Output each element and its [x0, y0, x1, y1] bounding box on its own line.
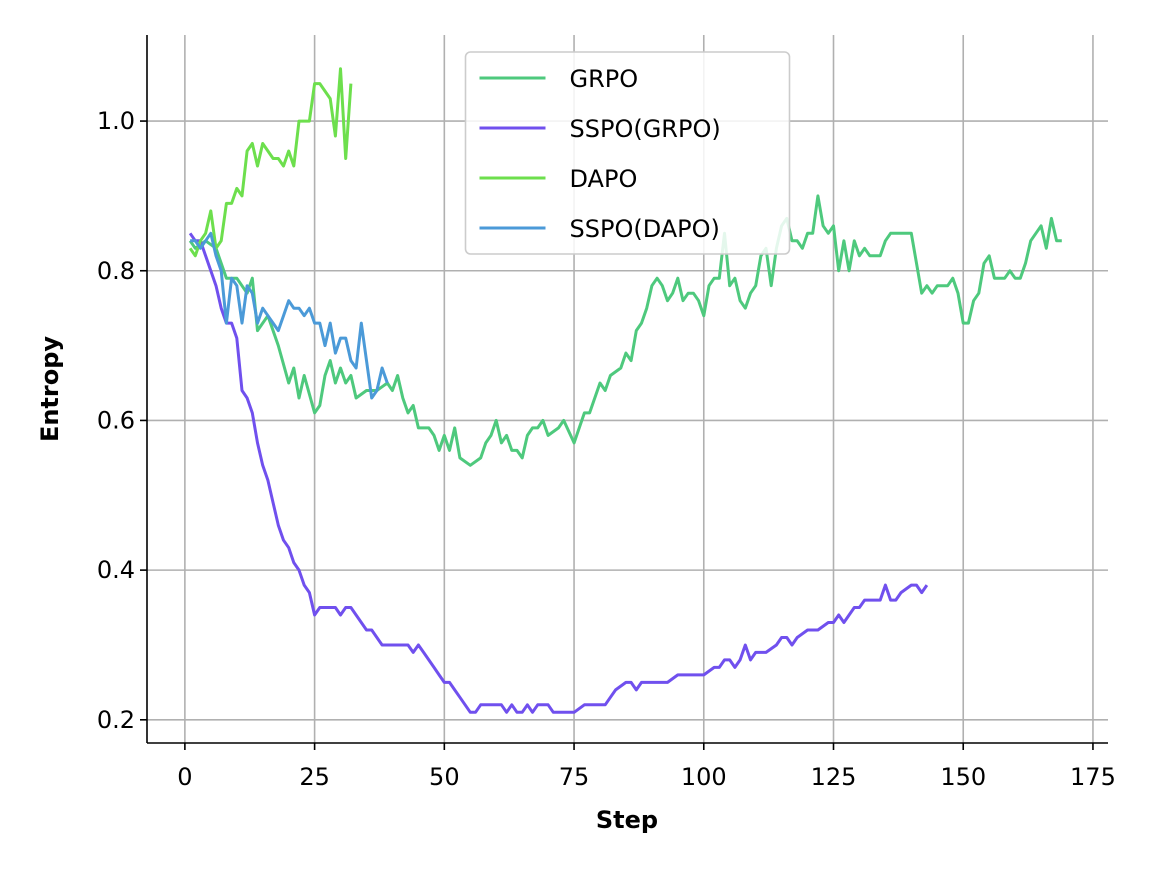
- legend-label: GRPO: [570, 65, 639, 93]
- data-line: [188, 232, 929, 714]
- x-tick-label: 100: [681, 763, 727, 791]
- legend-label: SSPO(DAPO): [570, 215, 720, 243]
- y-tick-label: 0.4: [97, 556, 135, 584]
- y-tick-label: 0.2: [97, 706, 135, 734]
- x-tick-label: 0: [177, 763, 192, 791]
- x-tick-label: 25: [299, 763, 330, 791]
- y-tick-label: 0.6: [97, 406, 135, 434]
- data-line: [188, 67, 353, 258]
- data-line: [188, 194, 1062, 467]
- x-axis-label: Step: [596, 806, 658, 834]
- x-tick-label: 175: [1070, 763, 1116, 791]
- data-line: [190, 231, 389, 400]
- x-tick-label: 75: [559, 763, 590, 791]
- x-tick-label: 50: [429, 763, 460, 791]
- y-tick-label: 0.8: [97, 257, 135, 285]
- y-axis-label: Entropy: [36, 336, 64, 442]
- y-tick-label: 1.0: [97, 107, 135, 135]
- x-tick-label: 150: [940, 763, 986, 791]
- legend-label: DAPO: [570, 165, 638, 193]
- legend-box: [464, 51, 791, 255]
- x-tick-label: 125: [811, 763, 857, 791]
- legend-label: SSPO(GRPO): [570, 115, 721, 143]
